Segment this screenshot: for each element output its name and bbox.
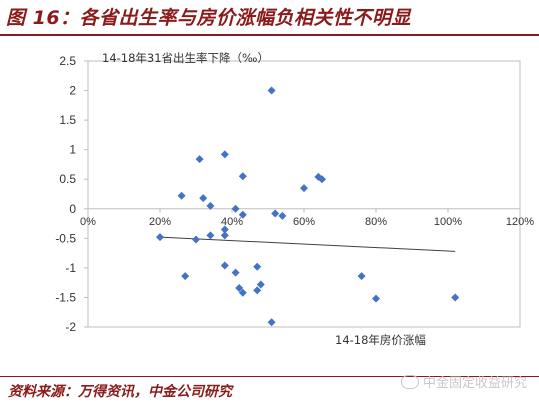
- y-tick-label: 2.5: [59, 54, 76, 68]
- data-point: [199, 194, 208, 203]
- scatter-chart: -2 -1.5 -1 -0.5 0 0.5 1 1.5 2 2.5 0% 20% 40% 60% 80% 1…: [55, 51, 534, 347]
- y-axis: -2 -1.5 -1 -0.5 0 0.5 1 1.5 2 2.5: [55, 54, 89, 334]
- data-point: [267, 318, 276, 327]
- data-point: [238, 210, 247, 219]
- data-point: [238, 288, 247, 297]
- data-point: [278, 211, 287, 220]
- watermark-text: 中金固定收益研究: [422, 376, 527, 391]
- x-tick-label: 0%: [80, 216, 96, 228]
- y-tick-label: -0.5: [55, 231, 76, 245]
- data-point: [220, 225, 229, 234]
- y-tick-label: -1: [65, 261, 76, 275]
- y-tick-label: 1: [69, 143, 76, 157]
- x-tick-label: 20%: [149, 216, 171, 228]
- data-point: [451, 293, 460, 302]
- trendline-group: [159, 236, 456, 252]
- wechat-icon: [400, 374, 419, 389]
- y-tick-label: -2: [65, 320, 76, 334]
- data-point: [206, 201, 215, 210]
- data-point: [231, 204, 240, 213]
- x-tick-label: 100%: [434, 216, 462, 228]
- data-point: [177, 191, 186, 200]
- y-tick-label: 0: [69, 202, 76, 216]
- data-point: [253, 286, 262, 295]
- data-point: [256, 280, 265, 289]
- y-tick-label: 1.5: [59, 113, 76, 127]
- x-tick-label: 60%: [293, 216, 315, 228]
- data-point: [231, 268, 240, 277]
- data-point: [192, 235, 200, 244]
- x-axis-label: 14-18年房价涨幅: [335, 333, 426, 347]
- y-tick-label: 0.5: [59, 172, 76, 186]
- data-point: [253, 262, 262, 271]
- data-point: [300, 184, 308, 193]
- data-point: [267, 86, 276, 95]
- source-divider: [0, 376, 539, 377]
- data-point: [372, 294, 380, 303]
- data-point: [206, 231, 215, 240]
- data-point: [318, 175, 326, 184]
- title-divider: [0, 34, 539, 36]
- y-axis-label: 14-18年31省出生率下降（‰）: [102, 51, 269, 65]
- y-tick-label: 2: [69, 84, 76, 98]
- data-point: [156, 233, 164, 242]
- data-point: [181, 272, 190, 281]
- data-point: [220, 231, 229, 240]
- x-axis: 0% 20% 40% 60% 80% 100% 120%: [80, 208, 534, 228]
- data-point: [357, 272, 366, 281]
- data-point: [220, 150, 229, 159]
- watermark: 中金固定收益研究: [400, 372, 527, 391]
- x-tick-label: 80%: [365, 216, 387, 228]
- data-point: [195, 155, 204, 164]
- source-note: 资料来源：万得资讯，中金公司研究: [8, 384, 232, 400]
- data-point: [235, 283, 244, 292]
- data-point: [220, 261, 229, 270]
- trendline: [159, 236, 456, 252]
- figure-title: 图 16：各省出生率与房价涨幅负相关性不明显: [6, 7, 412, 29]
- y-tick-label: -1.5: [55, 290, 76, 304]
- scatter-points: [156, 86, 460, 327]
- x-tick-label: 120%: [506, 216, 534, 228]
- x-tick-label: 40%: [221, 216, 243, 228]
- plot-frame: [87, 60, 521, 328]
- data-point: [271, 209, 280, 218]
- data-point: [238, 172, 247, 181]
